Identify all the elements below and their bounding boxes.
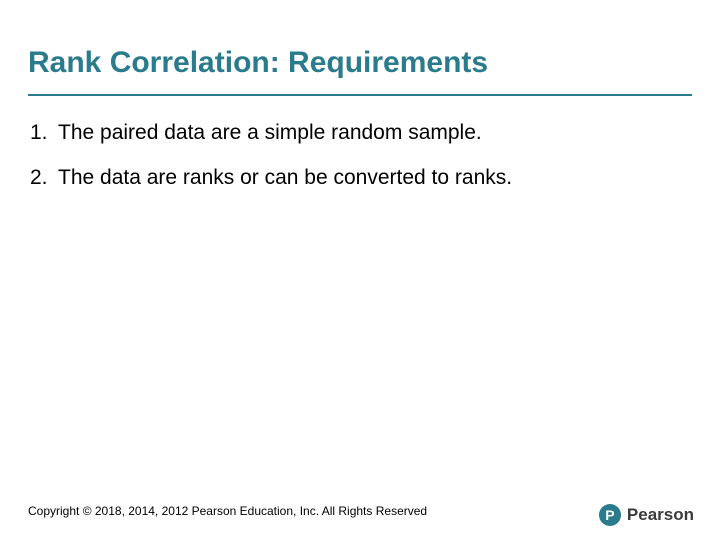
list-text: The data are ranks or can be converted t… bbox=[58, 163, 680, 192]
title-underline bbox=[28, 94, 692, 96]
list-item: 2. The data are ranks or can be converte… bbox=[30, 163, 680, 192]
list-number: 2. bbox=[30, 163, 58, 192]
list-text: The paired data are a simple random samp… bbox=[58, 118, 680, 147]
pearson-logo-icon: P bbox=[599, 504, 621, 526]
slide-title: Rank Correlation: Requirements bbox=[28, 46, 488, 79]
pearson-logo: P Pearson bbox=[599, 504, 694, 526]
slide: Rank Correlation: Requirements 1. The pa… bbox=[0, 0, 720, 540]
list-item: 1. The paired data are a simple random s… bbox=[30, 118, 680, 147]
pearson-logo-letter: P bbox=[605, 507, 614, 523]
copyright-footer: Copyright © 2018, 2014, 2012 Pearson Edu… bbox=[28, 504, 427, 518]
pearson-logo-text: Pearson bbox=[627, 505, 694, 525]
list-number: 1. bbox=[30, 118, 58, 147]
slide-body: 1. The paired data are a simple random s… bbox=[30, 118, 680, 209]
